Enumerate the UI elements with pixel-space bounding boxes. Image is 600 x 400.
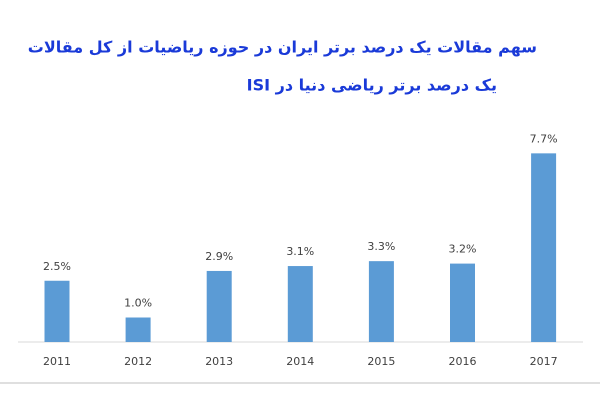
bar (287, 266, 313, 342)
bar (531, 153, 557, 342)
data-label: 7.7% (530, 132, 558, 145)
bar (450, 263, 475, 342)
data-label: 2.5% (43, 260, 71, 273)
data-label: 2.9% (205, 250, 233, 263)
x-tick-label: 2016 (449, 355, 477, 368)
data-label: 3.3% (367, 240, 395, 253)
bar (125, 317, 151, 342)
x-tick-label: 2017 (530, 355, 558, 368)
x-tick-label: 2015 (367, 355, 395, 368)
chart-title: یک درصد برتر ریاضی دنیا در ISI (247, 76, 497, 95)
data-label: 1.0% (124, 297, 152, 310)
data-label: 3.1% (286, 245, 314, 258)
x-tick-label: 2011 (43, 355, 71, 368)
x-tick-label: 2014 (286, 355, 314, 368)
data-label: 3.2% (449, 243, 477, 256)
bar (368, 261, 394, 342)
x-tick-label: 2013 (205, 355, 233, 368)
bar (206, 270, 232, 342)
x-tick-label: 2012 (124, 355, 152, 368)
chart-title: سهم مقالات یک درصد برتر ایران در حوزه ری… (28, 38, 537, 57)
bar (44, 280, 70, 342)
